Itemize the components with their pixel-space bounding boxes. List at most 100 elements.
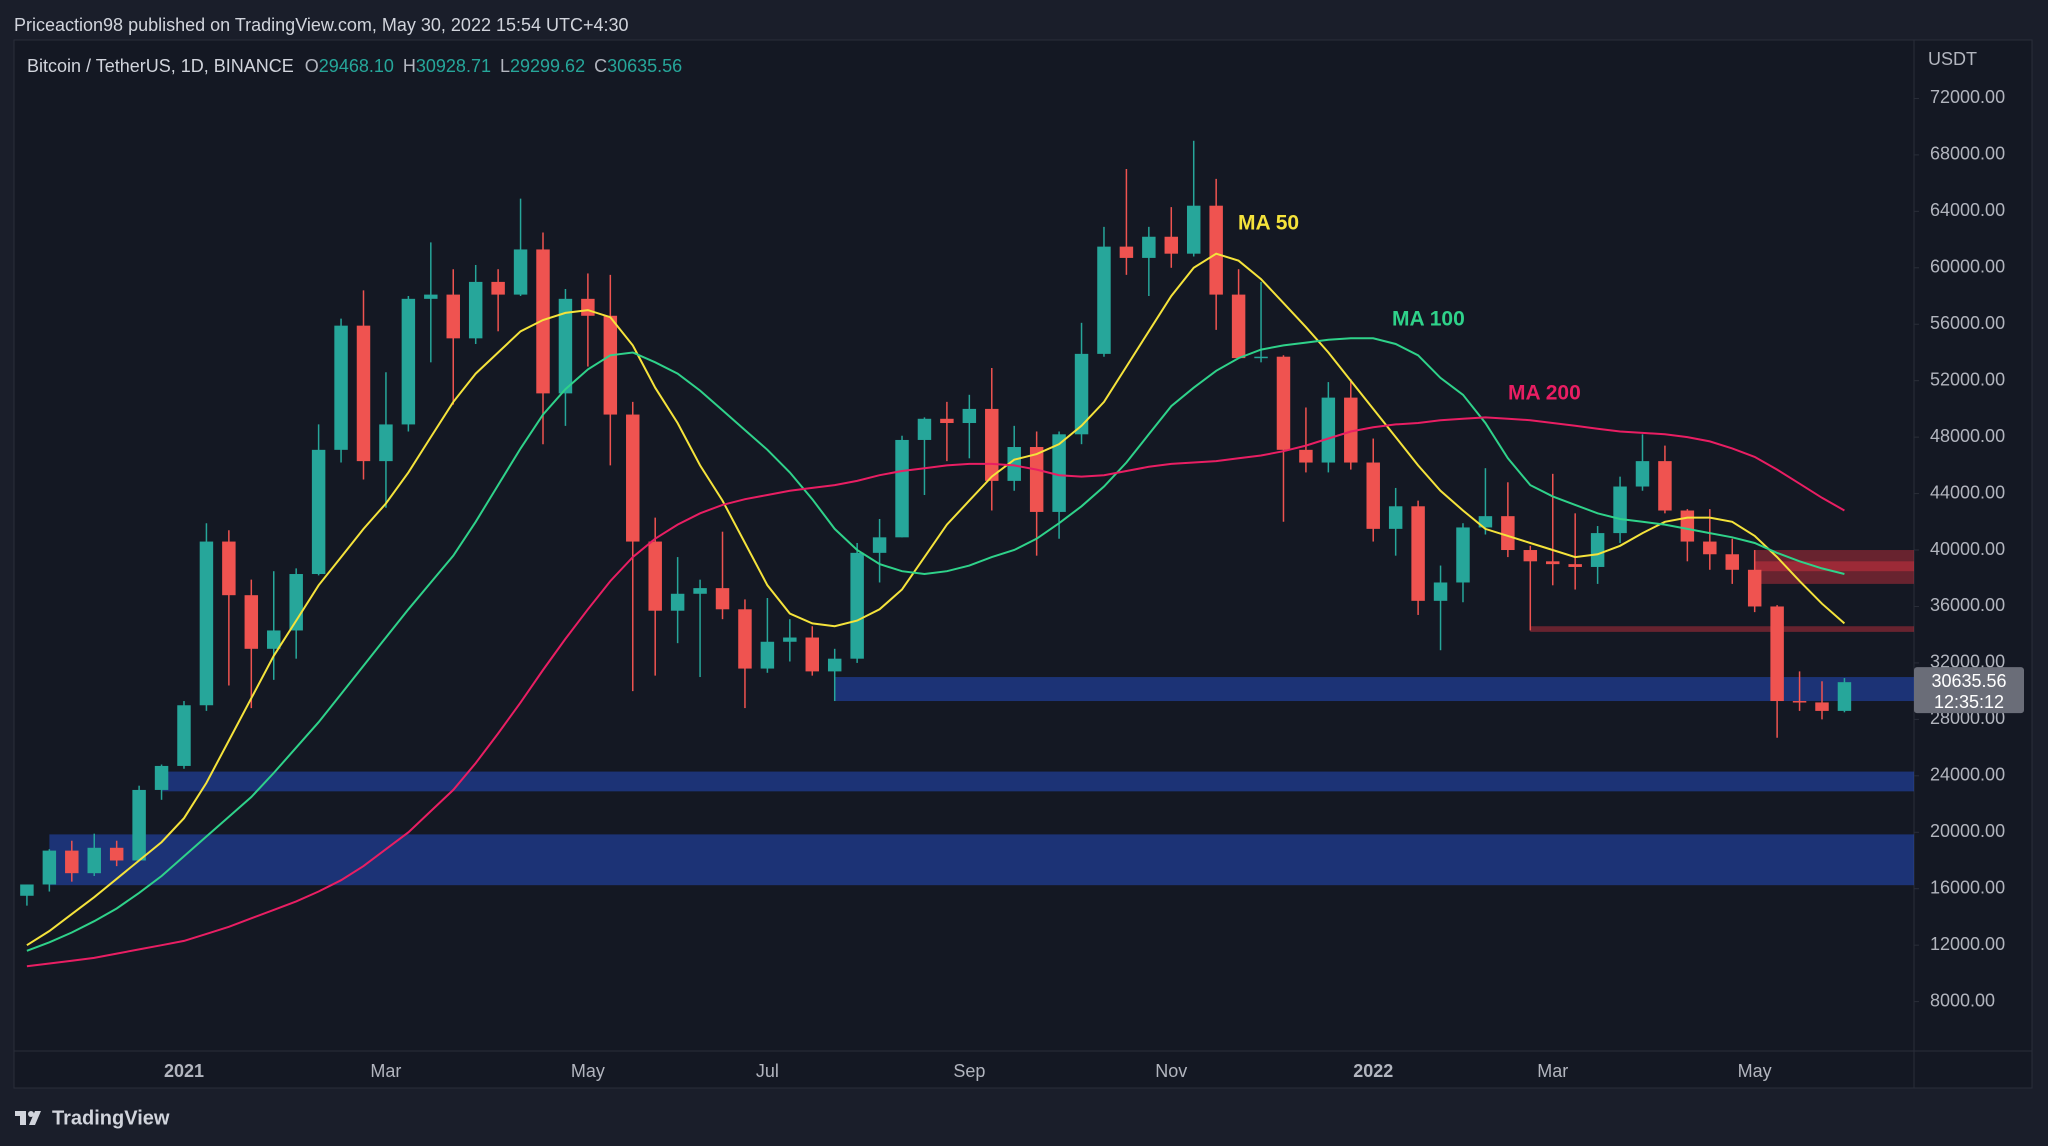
candle-body bbox=[491, 281, 505, 295]
candle-body bbox=[1388, 506, 1403, 529]
candle-body bbox=[20, 884, 34, 896]
candle-body bbox=[42, 850, 57, 885]
ma-line bbox=[26, 416, 1845, 968]
candle-body bbox=[1366, 462, 1380, 529]
candle-body bbox=[311, 449, 326, 575]
candle-body bbox=[199, 541, 214, 706]
candle-body bbox=[693, 588, 707, 594]
ohlc-value: 29299.62 bbox=[510, 56, 585, 76]
zone bbox=[834, 677, 1914, 702]
candle-body bbox=[1142, 236, 1156, 258]
y-tick-label: 52000.00 bbox=[1930, 369, 2005, 389]
candle-body bbox=[1523, 550, 1538, 562]
candle-body bbox=[1254, 356, 1268, 359]
ma-label: MA 100 bbox=[1392, 308, 1465, 331]
candle-body bbox=[940, 418, 954, 424]
candle-body bbox=[1680, 510, 1695, 542]
candle-body bbox=[1164, 236, 1179, 254]
candle-body bbox=[177, 705, 191, 766]
symbol: Bitcoin / TetherUS, 1D, BINANCE bbox=[27, 56, 294, 76]
candle-body bbox=[1097, 246, 1111, 354]
y-tick-label: 40000.00 bbox=[1930, 539, 2005, 559]
candle-body bbox=[715, 588, 730, 610]
candle-body bbox=[1029, 447, 1044, 512]
symbol-legend: Bitcoin / TetherUS, 1D, BINANCE O29468.1… bbox=[27, 56, 682, 76]
candle-body bbox=[109, 847, 124, 861]
candle-body bbox=[267, 630, 281, 649]
candle-body bbox=[401, 298, 416, 425]
x-tick-label: Sep bbox=[953, 1061, 985, 1081]
candle-body bbox=[581, 298, 595, 316]
zone bbox=[161, 771, 1914, 792]
ohlc-value: 30928.71 bbox=[416, 56, 491, 76]
candle-body bbox=[1321, 397, 1336, 463]
candle-body bbox=[1456, 527, 1470, 583]
labels: 8000.00 12000.00 16000.00 20000.00 24000.00 2… bbox=[164, 87, 2024, 1081]
x-tick-label: 2022 bbox=[1353, 1061, 1393, 1081]
ohlc-key: C bbox=[594, 56, 607, 76]
candle-body bbox=[379, 424, 393, 462]
candle-body bbox=[513, 249, 528, 295]
y-tick-label: 44000.00 bbox=[1930, 482, 2005, 502]
candle-body bbox=[670, 593, 685, 611]
zone bbox=[1754, 550, 1914, 572]
candle-body bbox=[1276, 356, 1291, 450]
candle-body bbox=[962, 408, 977, 424]
zone bbox=[49, 834, 1915, 886]
y-tick-label: 60000.00 bbox=[1930, 257, 2005, 277]
ohlc-key: L bbox=[500, 56, 510, 76]
y-tick-label: 20000.00 bbox=[1930, 821, 2005, 841]
candle-body bbox=[1119, 246, 1134, 258]
candle-body bbox=[65, 850, 79, 874]
candle-body bbox=[1613, 486, 1627, 534]
candle-body bbox=[1703, 541, 1717, 555]
candle-body bbox=[1209, 205, 1223, 295]
candle-body bbox=[1590, 533, 1605, 567]
y-tick-label: 56000.00 bbox=[1930, 313, 2005, 333]
candles bbox=[20, 140, 1852, 906]
ohlc-key: H bbox=[403, 56, 416, 76]
y-tick-label: 72000.00 bbox=[1930, 87, 2005, 107]
ma-line bbox=[26, 252, 1846, 947]
ohlc-key: O bbox=[305, 56, 319, 76]
candle-body bbox=[87, 847, 101, 874]
candle-body bbox=[222, 541, 236, 596]
countdown: 12:35:12 bbox=[1934, 692, 2004, 712]
y-tick-label: 12000.00 bbox=[1930, 934, 2005, 954]
candle-body bbox=[738, 609, 752, 669]
candle-body bbox=[1770, 606, 1784, 702]
candle-body bbox=[154, 765, 169, 790]
ma-line bbox=[26, 337, 1845, 952]
candle-body bbox=[1052, 434, 1066, 512]
candle-body bbox=[132, 789, 146, 861]
candle-body bbox=[1186, 205, 1201, 254]
zone bbox=[1530, 626, 1914, 632]
candle-body bbox=[1635, 461, 1650, 487]
candle-body bbox=[1411, 506, 1425, 601]
ma-lines bbox=[26, 252, 1846, 968]
candle-body bbox=[446, 294, 460, 339]
last-price: 30635.56 bbox=[1931, 671, 2006, 691]
ohlc-value: 29468.10 bbox=[319, 56, 394, 76]
candle-body bbox=[1658, 461, 1672, 511]
ohlc-value: 30635.56 bbox=[607, 56, 682, 76]
candle-body bbox=[1725, 554, 1739, 570]
x-tick-label: May bbox=[571, 1061, 605, 1081]
y-unit: USDT bbox=[1928, 49, 1977, 69]
candle-body bbox=[1478, 516, 1493, 528]
x-tick-label: Mar bbox=[370, 1061, 401, 1081]
candle-body bbox=[895, 439, 909, 538]
publish-info: Priceaction98 published on TradingView.c… bbox=[14, 15, 629, 35]
zones bbox=[49, 550, 1915, 886]
last-price-tag bbox=[1914, 667, 2024, 714]
y-tick-label: 8000.00 bbox=[1930, 990, 1995, 1010]
candle-body bbox=[1007, 447, 1021, 481]
candle-body bbox=[872, 537, 887, 553]
candle-body bbox=[1501, 516, 1515, 551]
tv-logo bbox=[15, 1111, 41, 1125]
candle-body bbox=[1568, 564, 1582, 567]
candle-body bbox=[356, 325, 371, 462]
y-tick-label: 48000.00 bbox=[1930, 426, 2005, 446]
